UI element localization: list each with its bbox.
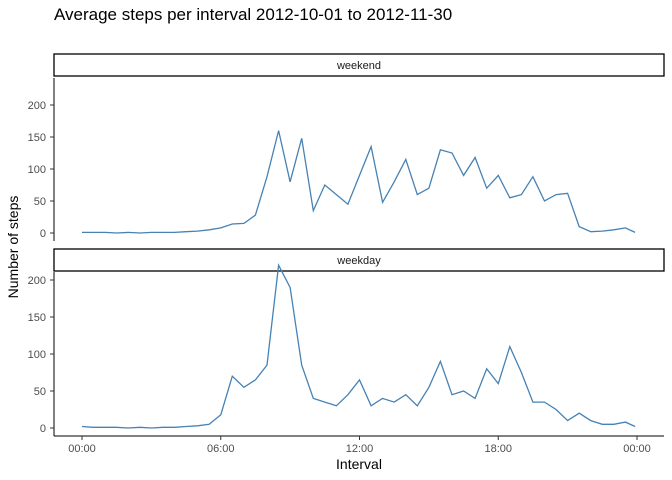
- x-tick-label: 00:00: [623, 443, 651, 455]
- y-tick-label: 0: [40, 423, 46, 435]
- y-tick-label: 50: [34, 196, 46, 208]
- x-tick-label: 12:00: [346, 443, 374, 455]
- strip-label-weekday: weekday: [336, 255, 381, 267]
- x-tick-label: 18:00: [484, 443, 512, 455]
- y-tick-label: 200: [28, 100, 46, 112]
- y-tick-label: 150: [28, 312, 46, 324]
- facet-weekday: weekday 0 50 100 150 200: [28, 248, 665, 437]
- y-tick-label: 100: [28, 349, 46, 361]
- x-axis-title: Interval: [336, 456, 382, 472]
- strip-weekend: [53, 53, 665, 77]
- series-line-weekday: [81, 263, 636, 429]
- y-tick-label: 150: [28, 132, 46, 144]
- strip-weekday: [53, 248, 665, 272]
- x-tick-label: 06:00: [207, 443, 235, 455]
- series-line-weekend: [82, 130, 636, 234]
- chart-title: Average steps per interval 2012-10-01 to…: [54, 5, 452, 24]
- strip-label-weekend: weekend: [336, 60, 381, 72]
- y-tick-label: 0: [40, 228, 46, 240]
- y-tick-label: 50: [34, 386, 46, 398]
- y-tick-label: 100: [28, 164, 46, 176]
- x-tick-label: 00:00: [68, 443, 96, 455]
- x-ticks: 00:00 06:00 12:00 18:00 00:00: [68, 436, 651, 455]
- facet-weekend: weekend 0 50 100 150 200: [28, 53, 665, 241]
- y-ticks-weekday: 0 50 100 150 200: [28, 275, 54, 435]
- y-axis-title: Number of steps: [5, 196, 21, 299]
- y-ticks-weekend: 0 50 100 150 200: [28, 100, 54, 240]
- y-tick-label: 200: [28, 275, 46, 287]
